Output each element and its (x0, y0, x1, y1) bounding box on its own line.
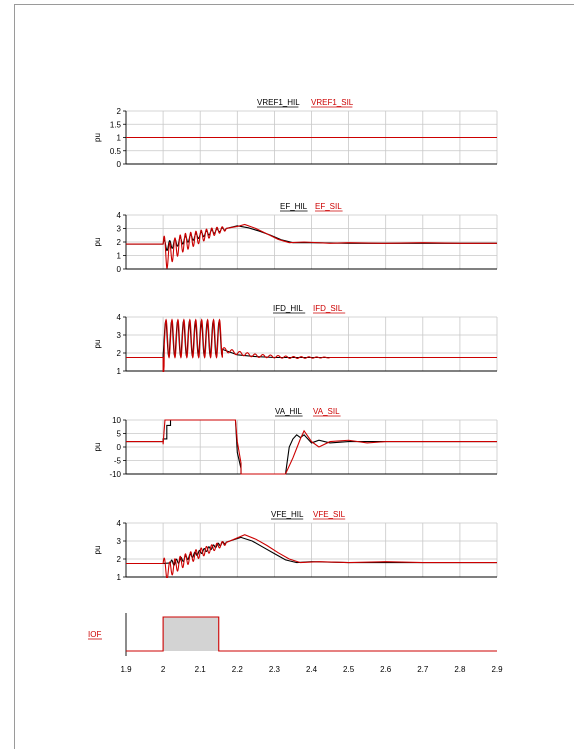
panel-vref1: 0 0.5 1 1.5 2 pu VREF1_HIL VREF1_SIL (93, 98, 498, 169)
x-tick-label: 2.4 (306, 665, 318, 674)
y-tick-label: 2 (117, 555, 122, 564)
y-axis-label: pu (93, 340, 102, 349)
series-line-va-sil (126, 419, 497, 475)
iof-pulse-fill (163, 617, 219, 651)
x-tick-label: 2.1 (195, 665, 207, 674)
x-tick-label: 2.9 (491, 665, 503, 674)
iof-label: IOF (88, 630, 101, 639)
legend-label: VFE_HIL (271, 510, 304, 519)
y-tick-label: 1 (117, 252, 122, 261)
series-line-va-hil (126, 419, 497, 475)
y-tick-label: 2 (117, 107, 122, 116)
y-tick-label: 0 (117, 160, 122, 169)
x-tick-label: 2 (161, 665, 166, 674)
legend-label: EF_HIL (280, 202, 308, 211)
panel-vfe: 1 2 3 4 pu VFE_HIL VFE_SIL (93, 510, 498, 582)
y-tick-label: 4 (117, 313, 122, 322)
x-tick-label: 2.6 (380, 665, 392, 674)
legend-label: EF_SIL (315, 202, 342, 211)
y-tick-label: 4 (117, 519, 122, 528)
y-tick-label: 3 (117, 537, 122, 546)
x-tick-label: 2.2 (232, 665, 244, 674)
y-tick-label: 5 (117, 430, 122, 439)
y-tick-label: 2 (117, 349, 122, 358)
panel-iof: IOF 1.9 2 2.1 2.2 2.3 2.4 2.5 2.6 2.7 2.8 2.9 (88, 613, 503, 674)
panel-ef: 0 1 2 3 4 pu EF_HIL EF_SIL (93, 202, 498, 274)
panel-ifd: 1 2 3 4 pu IFD_HIL IFD_SIL (93, 304, 498, 376)
series-line-ef-sil (126, 223, 497, 269)
y-tick-label: 1 (117, 367, 122, 376)
x-tick-label: 1.9 (120, 665, 132, 674)
x-tick-label: 2.5 (343, 665, 355, 674)
legend-label: VA_HIL (275, 407, 303, 416)
y-tick-label: 2 (117, 238, 122, 247)
page-frame (14, 4, 574, 749)
y-tick-label: 1 (117, 573, 122, 582)
legend-label: VA_SIL (313, 407, 340, 416)
y-tick-label: 4 (117, 211, 122, 220)
y-tick-label: 1 (117, 134, 122, 143)
y-tick-label: 10 (112, 416, 121, 425)
panel-va: -10 -5 0 5 10 pu VA_HIL VA_SIL (93, 407, 498, 479)
series-line-vfe-sil (126, 534, 497, 578)
legend-label: IFD_HIL (273, 304, 303, 313)
y-tick-label: -10 (109, 470, 121, 479)
y-tick-label: 3 (117, 225, 122, 234)
legend-label: IFD_SIL (313, 304, 343, 313)
y-axis-label: pu (93, 546, 102, 555)
x-tick-label: 2.3 (269, 665, 281, 674)
x-tick-label: 2.7 (417, 665, 429, 674)
legend-label: VFE_SIL (313, 510, 346, 519)
legend-label: VREF1_SIL (311, 98, 354, 107)
x-tick-label: 2.8 (454, 665, 466, 674)
y-axis-label: pu (93, 238, 102, 247)
y-tick-label: -5 (114, 457, 122, 466)
y-tick-label: 3 (117, 331, 122, 340)
series-line-ifd-sil (126, 318, 497, 372)
y-axis-label: pu (93, 443, 102, 452)
y-tick-label: 1.5 (110, 120, 122, 129)
y-tick-label: 0 (117, 443, 122, 452)
series-line-iof (126, 616, 497, 652)
y-tick-label: 0 (117, 265, 122, 274)
y-tick-label: 0.5 (110, 147, 122, 156)
y-axis-label: pu (93, 133, 102, 142)
legend-label: VREF1_HIL (257, 98, 300, 107)
